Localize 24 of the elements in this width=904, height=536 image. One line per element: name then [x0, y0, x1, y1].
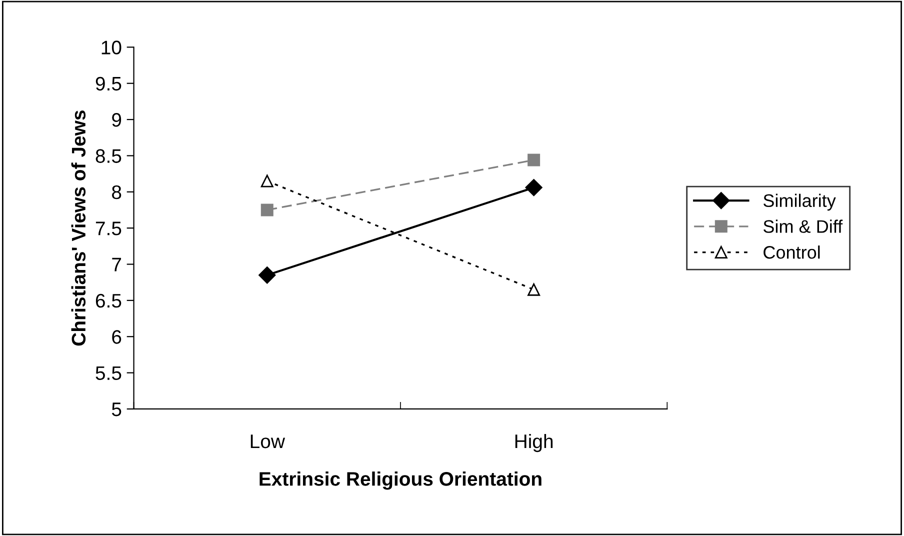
point	[528, 154, 540, 166]
y-tick-label: 9.5	[96, 76, 122, 91]
point	[260, 174, 274, 188]
x-tick-label: Low	[250, 434, 286, 448]
x-axis-title: Extrinsic Religious Orientation	[260, 472, 542, 490]
point	[258, 266, 276, 284]
y-tick-label: 6.5	[96, 294, 122, 308]
point	[525, 178, 542, 196]
y-tick-label: 8	[112, 185, 122, 200]
legend-label: Similarity	[764, 194, 836, 211]
legend-label: Sim & Diff	[764, 220, 843, 233]
y-tick-label: 7.5	[96, 222, 122, 236]
y-tick-label: 5.5	[96, 366, 122, 380]
y-tick-label: 7	[112, 258, 122, 272]
x-tick-label: High	[515, 434, 553, 452]
y-tick-label: 8.5	[96, 149, 122, 163]
point	[260, 204, 274, 216]
y-tick-label: 10	[102, 40, 122, 54]
y-axis-title: Christians' Views of Jews	[71, 110, 86, 346]
legend-label: Control	[764, 246, 820, 259]
y-tick-label: 6	[112, 330, 122, 344]
y-tick-label: 5	[112, 402, 122, 416]
y-tick-label: 9	[112, 112, 122, 127]
point	[528, 283, 540, 296]
